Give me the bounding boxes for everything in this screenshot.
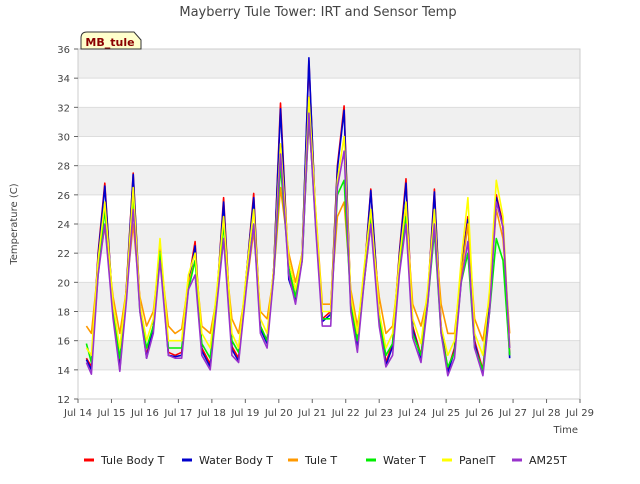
legend-label: Water Body T [199,454,273,467]
plot-band [78,165,580,195]
x-tick-label: Jul 24 [398,408,427,419]
plot-band [78,369,580,399]
legend-item: Water Body T [182,454,273,467]
plot-band [78,49,580,79]
chart-title: Mayberry Tule Tower: IRT and Sensor Temp [179,5,456,20]
y-axis: 12 14 16 18 20 22 24 26 28 30 32 34 36 [57,45,78,406]
x-tick-label: Jul 21 [297,408,326,419]
x-tick-label: Jul 25 [431,408,460,419]
x-tick-label: Jul 26 [465,408,494,419]
x-axis: Jul 14 Jul 15 Jul 16 Jul 17 Jul 18 Jul 19 Jul … [63,399,594,419]
legend-item: PanelT [442,454,496,467]
legend-item: Tule Body T [84,454,165,467]
x-tick-label: Jul 17 [163,408,192,419]
y-tick-label: 12 [57,395,70,406]
y-tick-label: 18 [57,308,70,319]
legend-label: Tule T [304,454,337,467]
legend-label: AM25T [529,454,567,467]
x-tick-label: Jul 19 [230,408,259,419]
y-tick-label: 34 [57,74,70,85]
legend: Tule Body T Water Body T Tule T Water T Pane… [84,454,567,467]
x-tick-label: Jul 29 [565,408,594,419]
y-tick-label: 20 [57,278,70,289]
plot-band [78,340,580,370]
site-badge-label: MB_tule [85,36,134,49]
y-tick-label: 36 [57,45,70,56]
x-tick-label: Jul 18 [197,408,226,419]
y-tick-label: 14 [57,366,70,377]
plot-band [78,194,580,224]
x-tick-label: Jul 23 [364,408,393,419]
y-tick-label: 28 [57,162,70,173]
y-tick-label: 22 [57,249,70,260]
x-tick-label: Jul 16 [130,408,159,419]
y-tick-label: 16 [57,337,70,348]
x-tick-label: Jul 15 [96,408,125,419]
x-tick-label: Jul 14 [63,408,92,419]
x-axis-label: Time [553,425,578,436]
x-tick-label: Jul 27 [498,408,527,419]
legend-item: Water T [366,454,426,467]
legend-label: PanelT [459,454,496,467]
y-tick-label: 26 [57,191,70,202]
series-layer [85,57,511,377]
legend-item: AM25T [512,454,567,467]
legend-label: Water T [383,454,426,467]
series-line-am25t [85,112,511,377]
x-tick-label: Jul 22 [331,408,360,419]
plot-band [78,78,580,108]
plot-band [78,136,580,166]
legend-label: Tule Body T [100,454,165,467]
y-axis-label: Temperature (C) [9,183,20,265]
y-tick-label: 32 [57,103,70,114]
site-badge: MB_tule [80,31,142,50]
x-tick-label: Jul 20 [264,408,293,419]
y-tick-label: 24 [57,220,70,231]
legend-item: Tule T [288,454,337,467]
plot-band [78,107,580,137]
y-tick-label: 30 [57,133,70,144]
x-tick-label: Jul 28 [532,408,561,419]
